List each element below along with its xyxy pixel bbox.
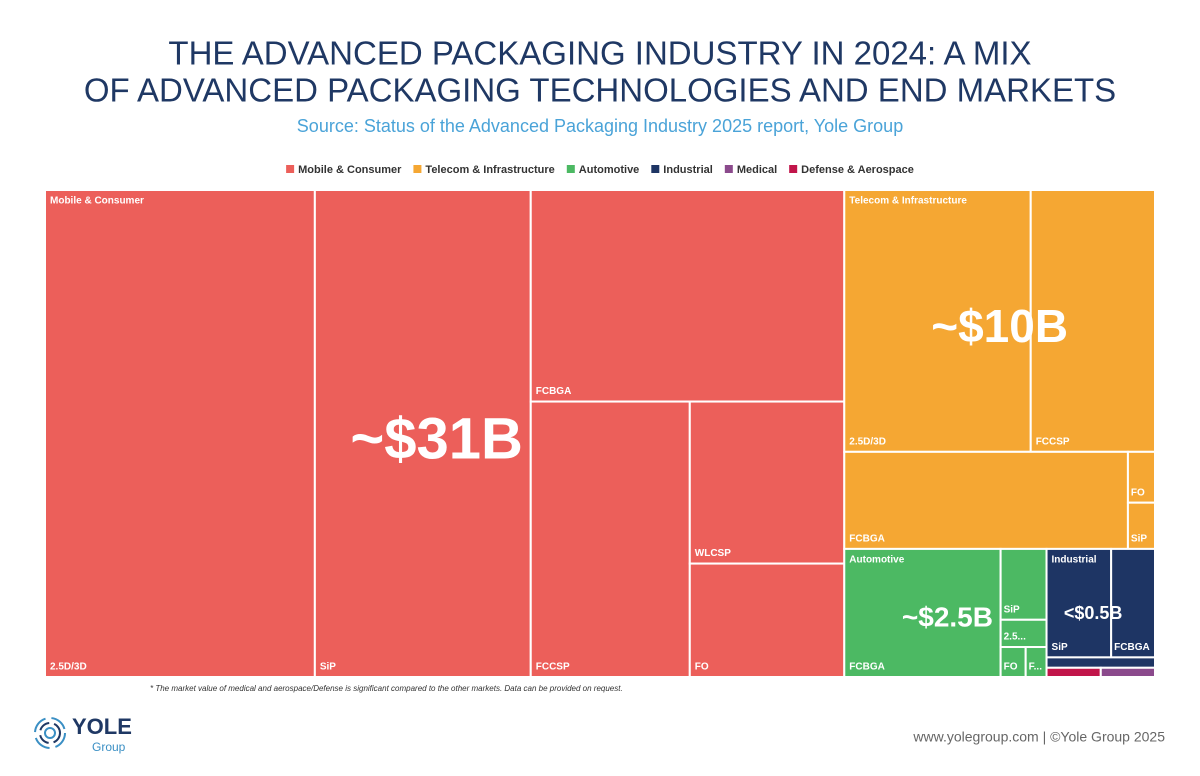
legend-swatch <box>789 165 798 173</box>
legend-label: Defense & Aerospace <box>801 164 914 176</box>
tile <box>529 189 846 403</box>
tile-label: F... <box>1029 662 1043 673</box>
tile <box>843 189 1032 453</box>
subtitle: Source: Status of the Advanced Packaging… <box>297 116 903 136</box>
legend-label: Mobile & Consumer <box>298 164 402 176</box>
tile <box>843 547 1002 678</box>
tile-label: SiP <box>1131 534 1147 545</box>
tile-label: FCBGA <box>849 534 885 545</box>
logo-ring <box>34 717 66 749</box>
series-label: Industrial <box>1052 555 1097 566</box>
legend-swatch <box>651 165 660 173</box>
tile-label: FO <box>1004 662 1018 673</box>
value-annotation: ~$2.5B <box>902 602 993 633</box>
tile <box>44 189 316 678</box>
legend-label: Telecom & Infrastructure <box>425 164 554 176</box>
tile-label: SiP <box>1052 642 1068 653</box>
tile-label: FCBGA <box>536 386 572 397</box>
tile-label: WLCSP <box>695 548 731 559</box>
logo-text: YOLE <box>72 714 132 739</box>
legend-label: Industrial <box>663 164 713 176</box>
tile <box>313 189 532 678</box>
legend-swatch <box>413 165 422 173</box>
tile-label: SiP <box>320 662 336 673</box>
tile <box>1045 656 1156 669</box>
credit: www.yolegroup.com | ©Yole Group 2025 <box>912 729 1165 745</box>
footnote: * The market value of medical and aerosp… <box>150 684 623 693</box>
logo: YOLE Group <box>34 714 132 754</box>
tile <box>843 450 1129 550</box>
value-annotation: <$0.5B <box>1064 603 1123 623</box>
tile-label: FCCSP <box>536 662 570 673</box>
legend-swatch <box>566 165 575 173</box>
title-line: OF ADVANCED PACKAGING TECHNOLOGIES AND E… <box>84 72 1116 109</box>
value-annotation: ~$10B <box>931 300 1068 352</box>
series-label: Telecom & Infrastructure <box>849 196 967 207</box>
tile-label: FO <box>695 662 709 673</box>
series-label: Mobile & Consumer <box>50 196 144 207</box>
tile <box>688 562 846 678</box>
treemap: 2.5D/3D SiP FCBGA FCCSP WLCSP FO 2.5D/3D FCCSP F… <box>44 189 1157 679</box>
tile-label: 2.5... <box>1004 632 1026 643</box>
tile <box>529 400 691 678</box>
legend: Mobile & Consumer Telecom & Infrastructur… <box>286 164 914 176</box>
tile-label: FCBGA <box>849 662 885 673</box>
tile-label: FCBGA <box>1114 642 1150 653</box>
logo-ring <box>44 727 56 739</box>
logo-ring <box>39 722 61 744</box>
value-annotation: ~$31B <box>350 407 523 472</box>
logo-sub: Group <box>92 740 126 754</box>
legend-label: Medical <box>737 164 777 176</box>
tile-label: FCCSP <box>1036 436 1070 447</box>
tile <box>999 618 1048 649</box>
tile-label: 2.5D/3D <box>50 662 87 673</box>
tile-label: 2.5D/3D <box>849 436 886 447</box>
legend-swatch <box>724 165 733 173</box>
tile-label: SiP <box>1004 604 1020 615</box>
tile <box>1099 666 1157 679</box>
legend-label: Automotive <box>579 164 640 176</box>
tile <box>1045 666 1102 679</box>
tile <box>688 400 846 565</box>
title-line: THE ADVANCED PACKAGING INDUSTRY IN 2024:… <box>168 35 1031 72</box>
tile-label: FO <box>1131 487 1145 498</box>
legend-swatch <box>286 165 295 173</box>
tile <box>1045 547 1113 659</box>
series-label: Automotive <box>849 555 904 566</box>
tile <box>1029 189 1156 453</box>
